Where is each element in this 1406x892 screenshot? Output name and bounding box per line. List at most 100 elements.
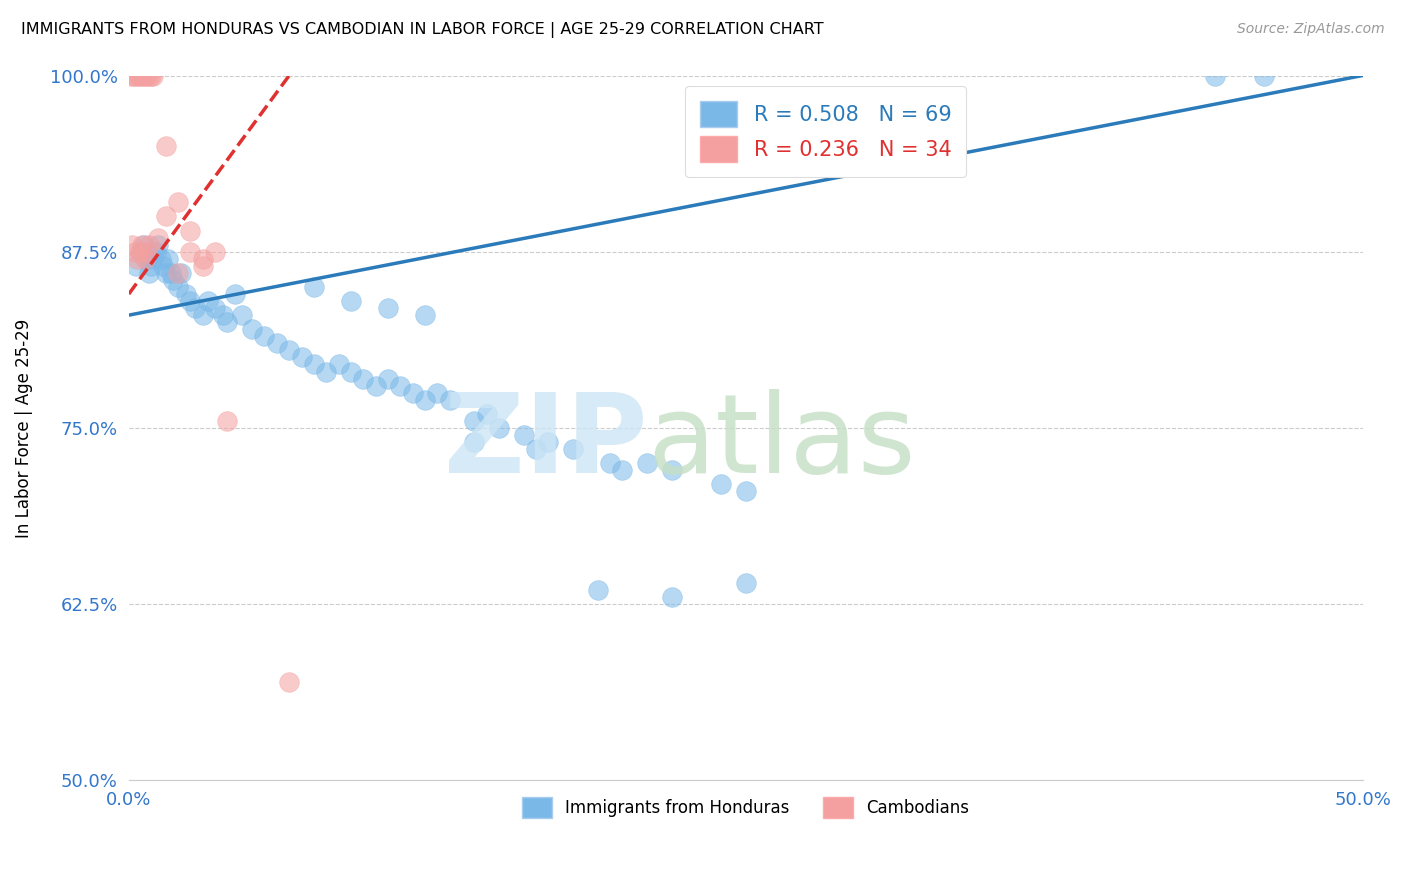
Point: [401, 385, 423, 400]
Point: [475, 407, 498, 421]
Point: [184, 301, 207, 315]
Point: [167, 280, 190, 294]
Point: [315, 365, 337, 379]
Point: [145, 244, 167, 259]
Point: [155, 266, 177, 280]
Point: [488, 421, 510, 435]
Point: [377, 301, 399, 315]
Point: [149, 252, 172, 266]
Point: [142, 252, 165, 266]
Point: [127, 252, 149, 266]
Point: [340, 293, 363, 308]
Point: [211, 308, 233, 322]
Point: [167, 266, 190, 280]
Text: atlas: atlas: [647, 389, 915, 495]
Point: [224, 287, 246, 301]
Point: [129, 69, 152, 83]
Point: [426, 385, 449, 400]
Point: [155, 139, 177, 153]
Point: [512, 428, 534, 442]
Point: [128, 69, 150, 83]
Point: [159, 266, 181, 280]
Point: [661, 463, 683, 477]
Point: [1204, 69, 1226, 83]
Point: [155, 210, 177, 224]
Point: [278, 343, 301, 358]
Point: [561, 442, 583, 456]
Point: [524, 442, 547, 456]
Point: [231, 308, 253, 322]
Point: [179, 244, 201, 259]
Point: [134, 252, 156, 266]
Point: [125, 259, 148, 273]
Point: [135, 69, 157, 83]
Point: [413, 308, 436, 322]
Point: [191, 308, 214, 322]
Point: [463, 435, 485, 450]
Point: [599, 456, 621, 470]
Point: [125, 69, 148, 83]
Point: [204, 301, 226, 315]
Point: [120, 69, 142, 83]
Point: [240, 322, 263, 336]
Point: [132, 237, 155, 252]
Point: [135, 252, 157, 266]
Text: ZIP: ZIP: [443, 389, 647, 495]
Point: [537, 435, 560, 450]
Point: [179, 293, 201, 308]
Point: [162, 273, 184, 287]
Point: [138, 69, 160, 83]
Point: [217, 315, 239, 329]
Point: [290, 351, 312, 365]
Y-axis label: In Labor Force | Age 25-29: In Labor Force | Age 25-29: [15, 318, 32, 538]
Point: [139, 69, 162, 83]
Point: [463, 414, 485, 428]
Point: [217, 414, 239, 428]
Point: [710, 477, 733, 491]
Point: [136, 244, 159, 259]
Point: [191, 259, 214, 273]
Point: [191, 252, 214, 266]
Point: [124, 244, 146, 259]
Point: [253, 329, 276, 343]
Point: [174, 287, 197, 301]
Point: [138, 237, 160, 252]
Point: [138, 266, 160, 280]
Point: [636, 456, 658, 470]
Point: [167, 195, 190, 210]
Point: [734, 484, 756, 499]
Point: [129, 244, 152, 259]
Point: [121, 237, 143, 252]
Point: [302, 358, 325, 372]
Point: [139, 259, 162, 273]
Point: [142, 69, 165, 83]
Point: [169, 266, 191, 280]
Point: [413, 392, 436, 407]
Point: [122, 69, 145, 83]
Point: [148, 230, 170, 244]
Point: [131, 237, 153, 252]
Point: [439, 392, 461, 407]
Point: [340, 365, 363, 379]
Point: [586, 582, 609, 597]
Point: [197, 293, 219, 308]
Point: [377, 371, 399, 385]
Point: [266, 336, 288, 351]
Point: [152, 259, 174, 273]
Point: [328, 358, 350, 372]
Point: [734, 576, 756, 591]
Point: [661, 590, 683, 604]
Text: Source: ZipAtlas.com: Source: ZipAtlas.com: [1237, 22, 1385, 37]
Point: [1253, 69, 1275, 83]
Point: [302, 280, 325, 294]
Point: [132, 69, 155, 83]
Point: [364, 378, 387, 392]
Point: [204, 244, 226, 259]
Point: [179, 223, 201, 237]
Legend: Immigrants from Honduras, Cambodians: Immigrants from Honduras, Cambodians: [516, 790, 976, 825]
Point: [278, 674, 301, 689]
Text: IMMIGRANTS FROM HONDURAS VS CAMBODIAN IN LABOR FORCE | AGE 25-29 CORRELATION CHA: IMMIGRANTS FROM HONDURAS VS CAMBODIAN IN…: [21, 22, 824, 38]
Point: [389, 378, 412, 392]
Point: [352, 371, 374, 385]
Point: [612, 463, 634, 477]
